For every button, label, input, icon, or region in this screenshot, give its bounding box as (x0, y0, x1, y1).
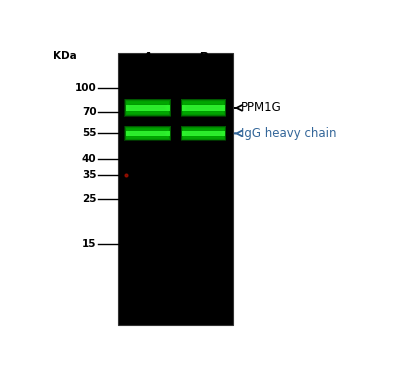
Bar (130, 131, 166, 135)
Bar (131, 132, 165, 134)
Text: PPM1G: PPM1G (235, 102, 281, 114)
Bar (128, 103, 168, 113)
Bar (182, 100, 225, 116)
Bar (182, 101, 224, 115)
Bar (125, 99, 170, 117)
Bar (181, 99, 226, 117)
Bar (184, 102, 224, 113)
Bar (129, 105, 167, 112)
Bar (130, 106, 165, 109)
Bar (184, 104, 222, 112)
Bar (128, 129, 168, 138)
Bar (125, 127, 170, 140)
Bar (130, 105, 166, 110)
Bar (129, 131, 166, 136)
Bar (125, 127, 170, 140)
Bar (181, 126, 226, 141)
Text: 100: 100 (75, 83, 96, 93)
Text: 35: 35 (82, 170, 96, 180)
Bar (128, 103, 168, 113)
Text: KDa: KDa (53, 51, 77, 61)
Text: B: B (199, 51, 208, 64)
Bar (124, 99, 171, 117)
Bar (186, 131, 221, 135)
Bar (125, 100, 170, 116)
Bar (182, 100, 225, 116)
Bar (186, 106, 220, 109)
Bar (124, 126, 171, 141)
Bar (186, 105, 221, 110)
Text: A: A (143, 51, 152, 64)
Bar (129, 105, 166, 111)
Bar (181, 99, 226, 117)
Text: 40: 40 (82, 154, 96, 164)
Bar (131, 133, 164, 134)
Bar (186, 132, 221, 135)
Bar (128, 104, 167, 112)
Bar (182, 105, 225, 111)
Bar (183, 128, 224, 138)
Bar (126, 128, 169, 139)
Bar (182, 131, 225, 136)
Text: 25: 25 (82, 194, 96, 204)
Bar (184, 130, 222, 137)
Bar (127, 102, 168, 114)
Bar (185, 105, 222, 111)
Bar (185, 131, 222, 136)
Bar (187, 107, 220, 109)
Bar (126, 131, 170, 136)
Bar (183, 102, 224, 114)
Bar (187, 132, 220, 134)
Bar (127, 128, 168, 138)
Text: IgG heavy chain: IgG heavy chain (235, 127, 336, 140)
Bar (127, 129, 168, 138)
Bar (184, 129, 223, 138)
Bar (183, 101, 224, 114)
Text: 55: 55 (82, 128, 96, 138)
Bar (182, 128, 224, 139)
Bar (187, 107, 220, 109)
Bar (126, 101, 169, 114)
Bar (126, 105, 170, 111)
Bar (131, 107, 165, 109)
Bar (182, 127, 225, 140)
Bar (131, 107, 164, 109)
Bar (181, 127, 226, 140)
Bar (187, 133, 220, 134)
Bar (182, 127, 225, 139)
Text: 15: 15 (82, 239, 96, 249)
Bar (184, 129, 224, 138)
Bar (184, 103, 223, 113)
Bar (128, 130, 167, 137)
Bar (184, 130, 223, 137)
Bar (129, 131, 167, 136)
Bar (186, 106, 221, 110)
Bar (126, 127, 170, 139)
Bar (183, 128, 224, 139)
Bar (118, 53, 233, 325)
Bar (185, 105, 222, 112)
Bar (130, 132, 165, 135)
Bar (126, 100, 170, 116)
Bar (128, 130, 168, 137)
Text: 70: 70 (82, 107, 96, 117)
Bar (130, 132, 166, 135)
Bar (184, 103, 223, 113)
Bar (126, 128, 169, 139)
Bar (130, 106, 166, 110)
Bar (185, 131, 222, 136)
Bar (126, 101, 169, 115)
Bar (186, 132, 220, 135)
Bar (127, 102, 168, 113)
